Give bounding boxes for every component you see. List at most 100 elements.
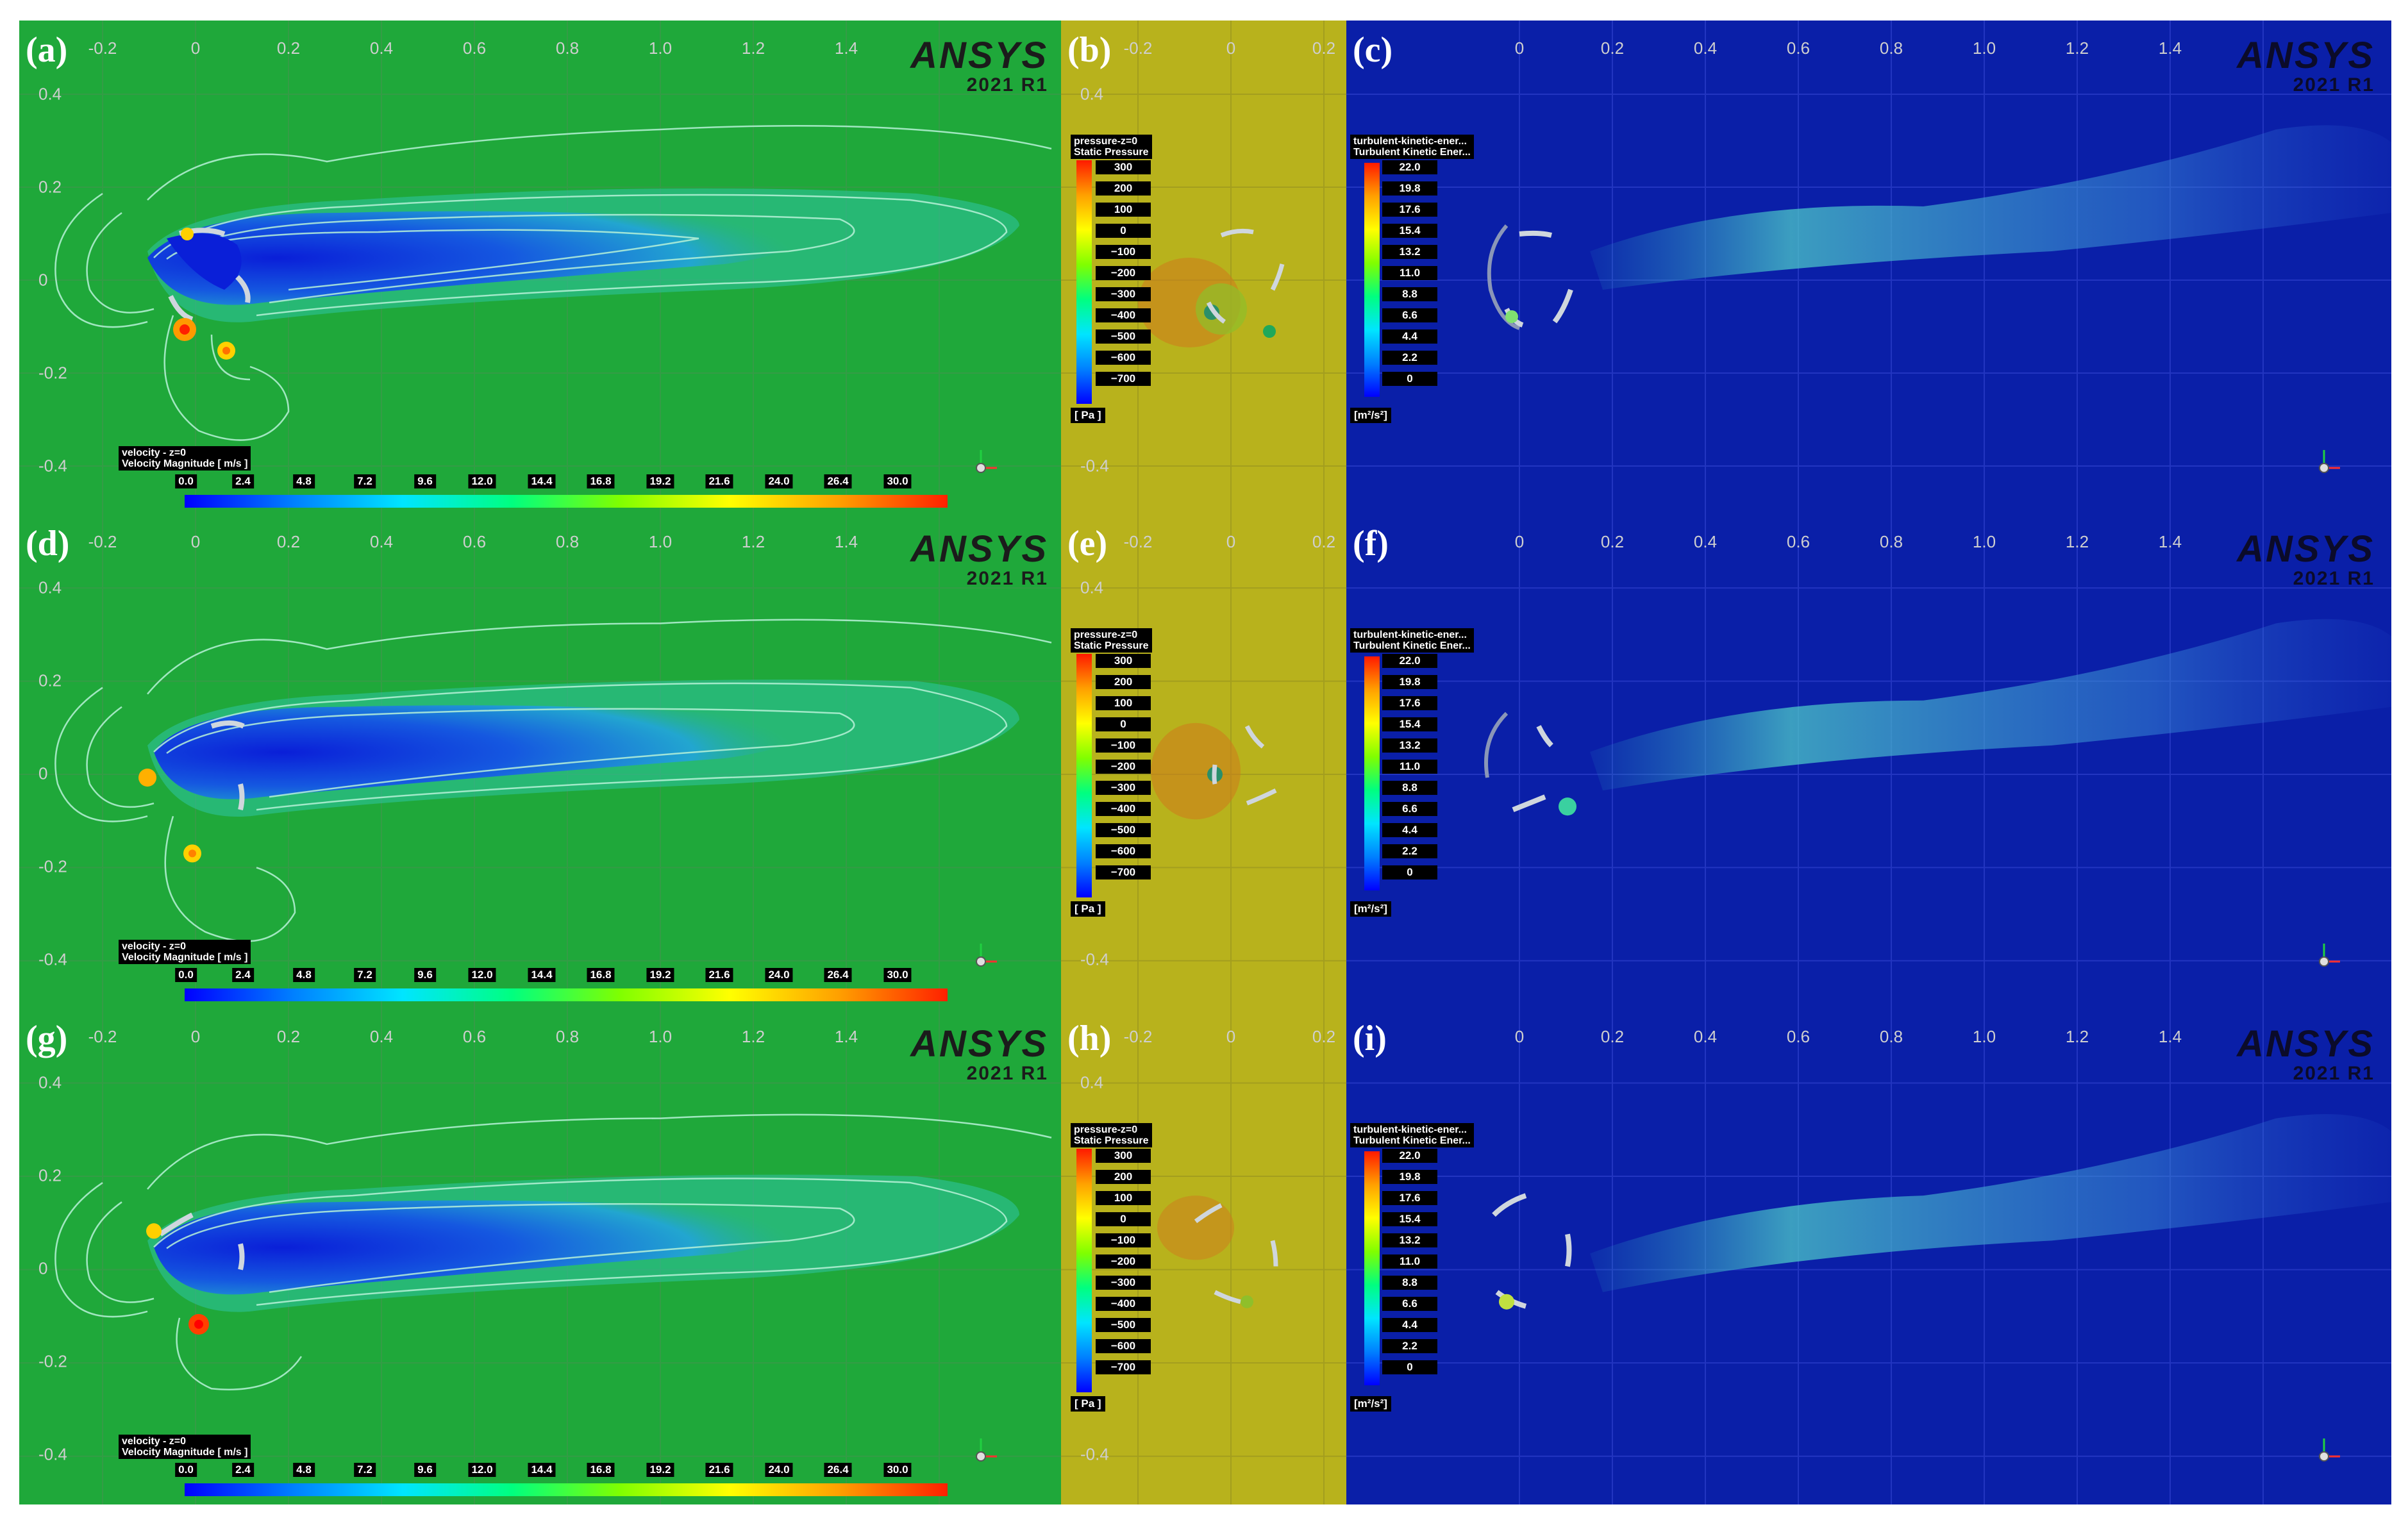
legend-tick: 14.4 bbox=[528, 474, 556, 488]
y-tick: 0.4 bbox=[1080, 1072, 1104, 1092]
panel-pressure-row2: (e) -0.2 0 0.2 0.4 -0.4 pressure-z=0 Sta… bbox=[1061, 514, 1346, 1009]
velocity-contour-plot bbox=[19, 21, 1061, 514]
y-tick: 0.2 bbox=[38, 1165, 62, 1185]
legend-tick: 8.8 bbox=[1382, 287, 1437, 301]
x-tick: -0.2 bbox=[1123, 38, 1153, 58]
ansys-logo: ANSYS 2021 R1 bbox=[910, 1026, 1048, 1083]
legend-tick: 0.0 bbox=[175, 474, 197, 488]
tke-legend-title: turbulent-kinetic-ener... Turbulent Kine… bbox=[1350, 1123, 1474, 1147]
brand-name: ANSYS bbox=[910, 528, 1048, 570]
velocity-colorbar bbox=[185, 495, 948, 508]
legend-tick: −100 bbox=[1096, 245, 1151, 259]
panel-tke-row3: (i) ANSYS 2021 R1 0 0.2 0.4 0.6 0.8 1.0 … bbox=[1346, 1009, 2391, 1504]
legend-tick: −700 bbox=[1096, 1360, 1151, 1374]
legend-title-line1: turbulent-kinetic-ener... bbox=[1353, 136, 1467, 147]
panel-label: (b) bbox=[1067, 30, 1112, 70]
velocity-legend-ticks: 0.0 2.4 4.8 7.2 9.6 12.0 14.4 16.8 19.2 … bbox=[19, 474, 1061, 491]
legend-tick: 11.0 bbox=[1382, 266, 1437, 280]
legend-tick: 21.6 bbox=[705, 474, 733, 488]
legend-tick: 0 bbox=[1382, 372, 1437, 386]
x-tick: 0.8 bbox=[1879, 1027, 1903, 1046]
velocity-legend-title: velocity - z=0 Velocity Magnitude [ m/s … bbox=[119, 1435, 251, 1459]
pressure-unit: [ Pa ] bbox=[1071, 1396, 1105, 1412]
y-tick: -0.2 bbox=[38, 1351, 67, 1371]
legend-tick: 30.0 bbox=[883, 1463, 912, 1477]
x-tick: 0.2 bbox=[276, 1027, 301, 1046]
brand-version: 2021 R1 bbox=[966, 74, 1048, 96]
x-tick: 1.2 bbox=[741, 1027, 765, 1046]
x-tick: 1.0 bbox=[1972, 532, 1996, 551]
pressure-contour-plot bbox=[1061, 514, 1346, 1009]
x-tick: 1.4 bbox=[834, 532, 858, 551]
legend-tick: 2.4 bbox=[232, 1463, 254, 1477]
legend-tick: 2.4 bbox=[232, 474, 254, 488]
y-tick: -0.4 bbox=[1080, 949, 1109, 969]
legend-tick: 100 bbox=[1096, 1191, 1151, 1205]
legend-tick: 26.4 bbox=[824, 474, 852, 488]
y-tick: -0.4 bbox=[38, 456, 67, 476]
legend-title-line1: pressure-z=0 bbox=[1074, 629, 1138, 640]
pressure-colorbar bbox=[1076, 1149, 1092, 1392]
legend-title-line1: turbulent-kinetic-ener... bbox=[1353, 1124, 1467, 1135]
x-tick: 0 bbox=[190, 38, 201, 58]
pressure-legend-title: pressure-z=0 Static Pressure bbox=[1071, 628, 1152, 653]
tke-unit: [m²/s²] bbox=[1350, 1396, 1391, 1412]
x-tick: 1.4 bbox=[2158, 532, 2182, 551]
legend-tick: 17.6 bbox=[1382, 1191, 1437, 1205]
x-tick: 1.0 bbox=[648, 532, 673, 551]
x-tick: 0.8 bbox=[555, 532, 580, 551]
x-tick: 0.2 bbox=[276, 38, 301, 58]
panel-velocity-row3: (g) ANSYS 2021 R1 -0.2 0 0.2 0.4 0.6 0.8… bbox=[19, 1009, 1061, 1504]
legend-tick: 300 bbox=[1096, 654, 1151, 668]
legend-title-line2: Static Pressure bbox=[1074, 640, 1149, 651]
axis-triad-icon bbox=[976, 1438, 997, 1462]
x-tick: 0.4 bbox=[369, 38, 394, 58]
panel-velocity-row2: (d) ANSYS 2021 R1 -0.2 0 0.2 0.4 0.6 0.8… bbox=[19, 514, 1061, 1009]
ansys-logo: ANSYS 2021 R1 bbox=[2237, 37, 2375, 95]
brand-name: ANSYS bbox=[2237, 528, 2375, 570]
panel-label: (g) bbox=[26, 1019, 68, 1058]
x-tick: 1.4 bbox=[834, 1027, 858, 1046]
legend-tick: 12.0 bbox=[468, 968, 496, 982]
legend-title-line1: pressure-z=0 bbox=[1074, 136, 1138, 147]
legend-tick: 0 bbox=[1096, 717, 1151, 731]
panel-tke-row1: (c) ANSYS 2021 R1 0 0.2 0.4 0.6 0.8 1.0 … bbox=[1346, 21, 2391, 514]
tke-legend-title: turbulent-kinetic-ener... Turbulent Kine… bbox=[1350, 135, 1474, 159]
x-tick: -0.2 bbox=[1123, 1027, 1153, 1046]
x-tick: -0.2 bbox=[1123, 532, 1153, 551]
x-tick: 0.6 bbox=[1786, 38, 1810, 58]
legend-tick: 2.4 bbox=[232, 968, 254, 982]
brand-name: ANSYS bbox=[2237, 1023, 2375, 1065]
x-tick: 0.8 bbox=[1879, 38, 1903, 58]
legend-tick: 13.2 bbox=[1382, 245, 1437, 259]
legend-tick: 16.8 bbox=[587, 474, 615, 488]
x-tick: 1.2 bbox=[741, 532, 765, 551]
tke-unit: [m²/s²] bbox=[1350, 901, 1391, 917]
x-tick: 0.4 bbox=[1693, 532, 1718, 551]
legend-tick: 4.4 bbox=[1382, 1318, 1437, 1332]
pressure-unit: [ Pa ] bbox=[1071, 408, 1105, 423]
tke-contour-plot bbox=[1346, 1009, 2391, 1504]
legend-tick: −400 bbox=[1096, 802, 1151, 816]
legend-tick: −300 bbox=[1096, 781, 1151, 795]
legend-tick: −700 bbox=[1096, 372, 1151, 386]
tke-colorbar bbox=[1364, 163, 1380, 397]
pressure-colorbar bbox=[1076, 160, 1092, 404]
velocity-legend-ticks: 0.0 2.4 4.8 7.2 9.6 12.0 14.4 16.8 19.2 … bbox=[19, 968, 1061, 985]
brand-name: ANSYS bbox=[2237, 35, 2375, 76]
legend-tick: 2.2 bbox=[1382, 351, 1437, 365]
brand-version: 2021 R1 bbox=[2293, 74, 2375, 96]
legend-tick: 21.6 bbox=[705, 1463, 733, 1477]
legend-tick: 11.0 bbox=[1382, 1254, 1437, 1269]
x-tick: -0.2 bbox=[88, 38, 117, 58]
x-tick: 0.8 bbox=[555, 38, 580, 58]
x-tick: 0 bbox=[190, 1027, 201, 1046]
x-tick: 1.2 bbox=[2065, 1027, 2089, 1046]
legend-tick: 14.4 bbox=[528, 1463, 556, 1477]
legend-tick: 200 bbox=[1096, 1170, 1151, 1184]
legend-tick: 7.2 bbox=[354, 474, 376, 488]
legend-tick: 13.2 bbox=[1382, 738, 1437, 753]
x-tick: 0 bbox=[1226, 38, 1236, 58]
brand-version: 2021 R1 bbox=[966, 568, 1048, 589]
legend-tick: −400 bbox=[1096, 308, 1151, 322]
